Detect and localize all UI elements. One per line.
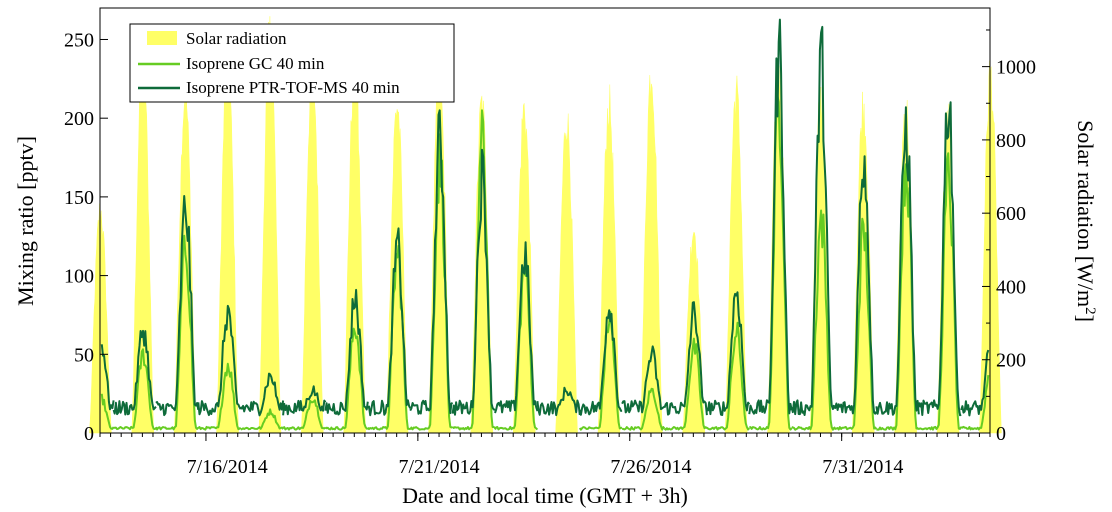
- y-right-tick-label: 600: [996, 203, 1026, 225]
- isoprene-gc-line-day-7-19: [324, 327, 369, 431]
- legend-swatch-solar: [147, 31, 177, 45]
- y-left-tick-label: 0: [84, 423, 94, 445]
- isoprene-ptr-line-day-7-28: [705, 291, 751, 416]
- x-tick-label: 7/21/2014: [398, 456, 479, 478]
- isoprene-ptr-line-day-8-1: [875, 106, 920, 416]
- y-axis-right-title-close: ]: [1073, 315, 1098, 322]
- legend-label-gc: Isoprene GC 40 min: [186, 54, 325, 73]
- isoprene-gc-line-day-7-13: [100, 393, 115, 430]
- isoprene-ptr-line-day-7-16: [197, 304, 242, 417]
- y-left-tick-label: 50: [74, 344, 94, 366]
- y-right-tick-label: 1000: [996, 57, 1036, 79]
- x-axis-title: Date and local time (GMT + 3h): [402, 483, 688, 508]
- x-tick-label: 7/26/2014: [610, 456, 691, 478]
- isoprene-ptr-line-day-7-22: [451, 148, 496, 416]
- isoprene-ptr-line-day-7-17: [239, 372, 285, 417]
- legend-label-ptr: Isoprene PTR-TOF-MS 40 min: [186, 78, 400, 97]
- isoprene-gc-line-day-7-16: [197, 362, 242, 431]
- isoprene-ptr-line-day-7-19: [324, 288, 369, 416]
- isoprene-gc-line-day-7-26: [622, 387, 666, 431]
- isoprene-ptr-line-day-8-3: [960, 349, 990, 417]
- isoprene-ptr-line-day-7-20: [366, 227, 412, 417]
- y-right-tick-label: 0: [996, 423, 1006, 445]
- solar-radiation-day-7-26: [640, 75, 663, 434]
- isoprene-ptr-line-day-7-15: [155, 195, 200, 417]
- solar-radiation-day-7-18: [301, 53, 324, 434]
- y-left-tick-label: 100: [64, 266, 94, 288]
- isoprene-gc-line-day-7-17: [240, 408, 284, 431]
- isoprene-ptr-series: [100, 18, 990, 417]
- isoprene-ptr-line-day-7-18: [282, 385, 327, 416]
- isoprene-gc-line-day-7-27: [663, 337, 708, 431]
- y-right-tick-label: 200: [996, 350, 1026, 372]
- x-tick-label: 7/31/2014: [822, 456, 903, 478]
- isoprene-ptr-line-day-7-29: [748, 18, 793, 415]
- solar-radiation-day-7-24: [555, 113, 578, 434]
- isoprene-ptr-line-day-8-2: [917, 101, 962, 417]
- isoprene-gc-line-day-8-3: [960, 374, 990, 431]
- y-left-tick-label: 150: [64, 187, 94, 209]
- axis-ticks: 7/16/2014 7/21/2014 7/26/2014 7/31/2014 0 50 1…: [64, 29, 1036, 478]
- y-axis-right-title: Solar radiation [W/m2]: [1073, 120, 1098, 322]
- y-axis-right-title-main: Solar radiation [W/m: [1073, 120, 1098, 307]
- isoprene-ptr-line-day-7-25: [578, 309, 623, 416]
- isoprene-ptr-line-day-7-31: [833, 155, 878, 415]
- isoprene-gc-line-day-7-18: [282, 399, 327, 431]
- y-left-tick-label: 200: [64, 108, 94, 130]
- isoprene-ptr-line-day-7-21: [409, 109, 454, 415]
- legend-box: [129, 23, 455, 103]
- legend-label-solar: Solar radiation: [186, 29, 287, 48]
- isoprene-gc-line-day-7-30: [791, 209, 835, 431]
- isoprene-ptr-line-day-7-24: [536, 386, 581, 417]
- isoprene-ptr-line-day-7-26: [621, 345, 666, 414]
- isoprene-ptr-line-day-7-27: [663, 301, 708, 416]
- isoprene-ptr-line-day-7-14: [112, 329, 157, 416]
- y-axis-right-title-sup: 2: [1082, 307, 1098, 315]
- y-left-tick-label: 250: [64, 29, 94, 51]
- y-right-tick-label: 400: [996, 276, 1026, 298]
- legend: Solar radiation Isoprene GC 40 min Isopr…: [129, 23, 455, 103]
- isoprene-gc-line-day-7-28: [706, 321, 751, 431]
- isoprene-ptr-line-day-7-30: [790, 25, 835, 416]
- isoprene-gc-line-day-7-14: [113, 348, 157, 431]
- y-right-tick-label: 800: [996, 130, 1026, 152]
- isoprene-ptr-line-day-7-23: [494, 241, 539, 414]
- y-axis-left-title: Mixing ratio [pptv]: [13, 136, 38, 306]
- isoprene-ptr-line-day-7-13: [100, 344, 115, 411]
- x-tick-label: 7/16/2014: [187, 456, 268, 478]
